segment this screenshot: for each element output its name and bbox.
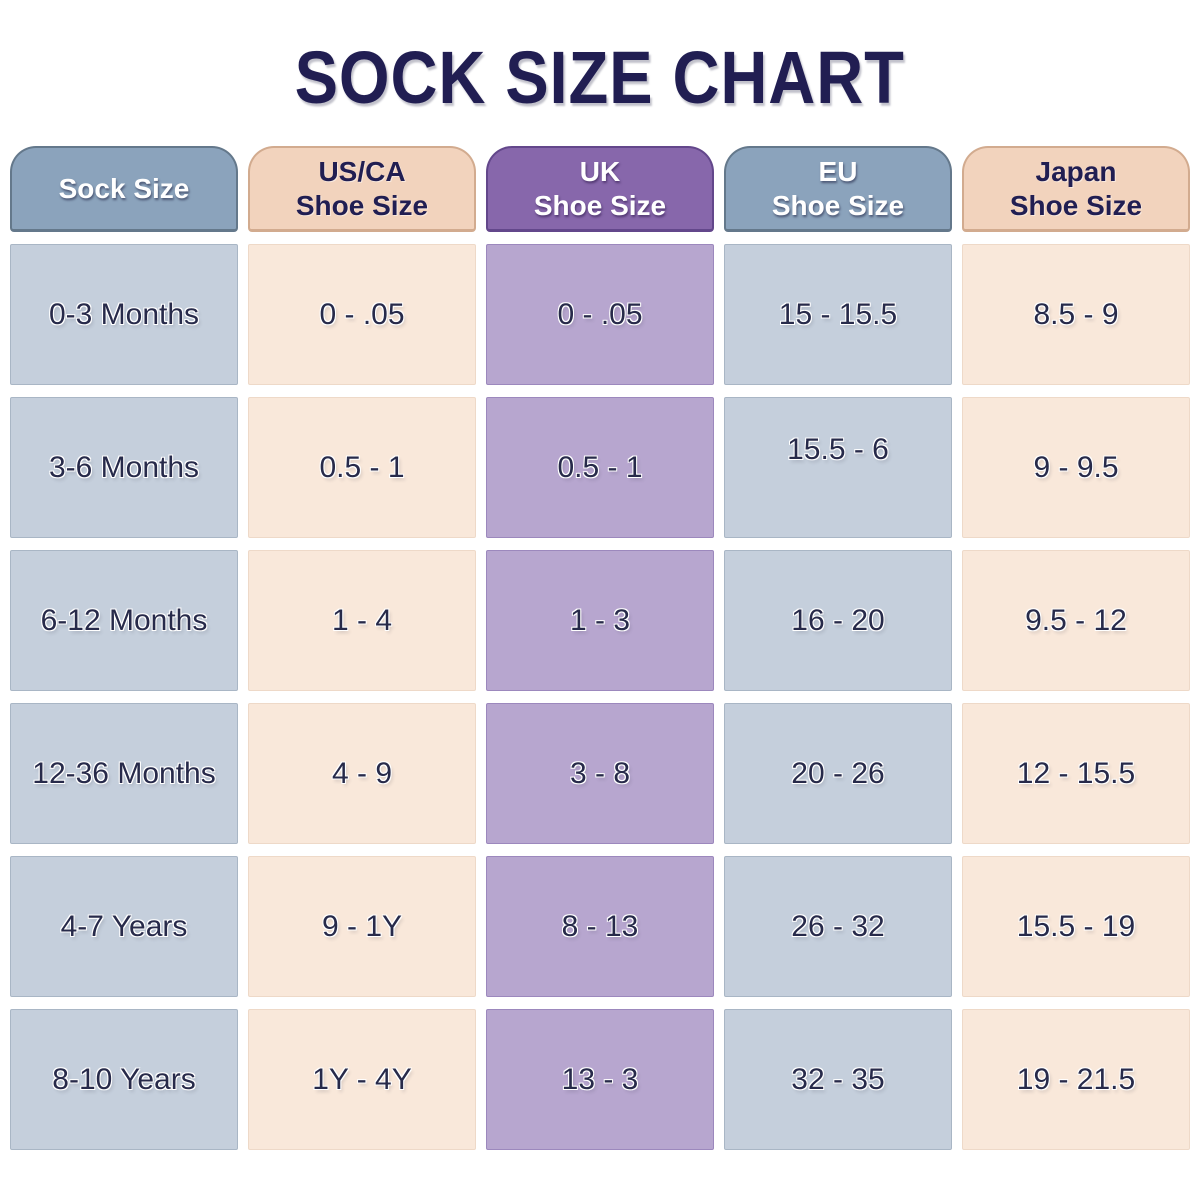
cell-japan-row2: 9 - 9.5	[962, 397, 1190, 538]
header-label-line2: Shoe Size	[295, 189, 429, 221]
cell-eu-row2: 15.5 - 6	[724, 397, 952, 538]
cell-eu-row3: 16 - 20	[724, 550, 952, 691]
header-label-line2: Shoe Size	[1009, 189, 1143, 221]
cell-sock-size-row4: 12-36 Months	[10, 703, 238, 844]
cell-eu-row5: 26 - 32	[724, 856, 952, 997]
title-section: SOCK SIZE CHART	[0, 0, 1200, 144]
header-label-line1: Japan	[1035, 156, 1117, 188]
header-label-line2: Shoe Size	[533, 189, 667, 221]
cell-japan-row3: 9.5 - 12	[962, 550, 1190, 691]
cell-uk-row4: 3 - 8	[486, 703, 714, 844]
cell-japan-row1: 8.5 - 9	[962, 244, 1190, 385]
cell-usca-row1: 0 - .05	[248, 244, 476, 385]
cell-usca-row3: 1 - 4	[248, 550, 476, 691]
cell-eu-row6: 32 - 35	[724, 1009, 952, 1150]
cell-eu-row1: 15 - 15.5	[724, 244, 952, 385]
size-table: Sock Size US/CA Shoe Size UK Shoe Size E…	[10, 146, 1190, 1150]
cell-usca-row5: 9 - 1Y	[248, 856, 476, 997]
header-label-line1: UK	[579, 156, 621, 188]
header-uk-shoe-size: UK Shoe Size	[486, 146, 714, 232]
header-label-line2: Shoe Size	[771, 189, 905, 221]
cell-uk-row5: 8 - 13	[486, 856, 714, 997]
header-label: Sock Size	[58, 172, 190, 204]
cell-usca-row2: 0.5 - 1	[248, 397, 476, 538]
header-sock-size: Sock Size	[10, 146, 238, 232]
cell-japan-row4: 12 - 15.5	[962, 703, 1190, 844]
cell-uk-row2: 0.5 - 1	[486, 397, 714, 538]
cell-sock-size-row5: 4-7 Years	[10, 856, 238, 997]
cell-uk-row6: 13 - 3	[486, 1009, 714, 1150]
header-japan-shoe-size: Japan Shoe Size	[962, 146, 1190, 232]
cell-sock-size-row2: 3-6 Months	[10, 397, 238, 538]
cell-japan-row6: 19 - 21.5	[962, 1009, 1190, 1150]
cell-sock-size-row6: 8-10 Years	[10, 1009, 238, 1150]
header-label-line1: EU	[818, 156, 858, 188]
cell-usca-row4: 4 - 9	[248, 703, 476, 844]
cell-eu-row4: 20 - 26	[724, 703, 952, 844]
cell-usca-row6: 1Y - 4Y	[248, 1009, 476, 1150]
cell-sock-size-row3: 6-12 Months	[10, 550, 238, 691]
header-usca-shoe-size: US/CA Shoe Size	[248, 146, 476, 232]
page-title: SOCK SIZE CHART	[294, 36, 906, 119]
cell-japan-row5: 15.5 - 19	[962, 856, 1190, 997]
cell-uk-row3: 1 - 3	[486, 550, 714, 691]
header-label-line1: US/CA	[318, 156, 406, 188]
cell-uk-row1: 0 - .05	[486, 244, 714, 385]
cell-sock-size-row1: 0-3 Months	[10, 244, 238, 385]
header-eu-shoe-size: EU Shoe Size	[724, 146, 952, 232]
